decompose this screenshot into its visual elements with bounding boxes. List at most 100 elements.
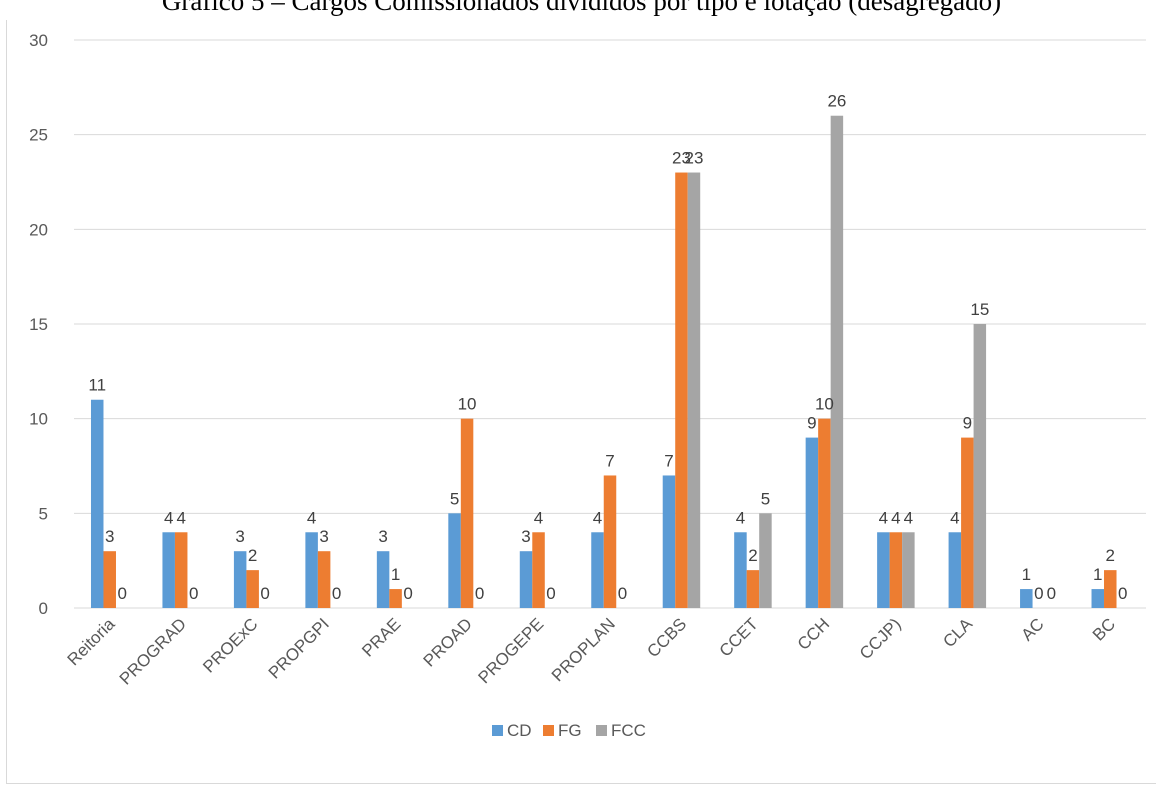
x-tick-label: PROGEPE [474, 614, 547, 687]
data-label-fg-6: 4 [534, 508, 543, 527]
data-label-cd-0: 11 [88, 376, 106, 395]
data-label-cd-12: 4 [950, 508, 959, 527]
data-label-fg-10: 10 [815, 395, 834, 414]
bar-fg-1 [174, 532, 188, 608]
data-label-fg-8: 23 [672, 149, 691, 168]
bar-cd-10 [805, 437, 819, 608]
legend-swatch-fcc [596, 725, 607, 736]
data-label-cd-3: 4 [307, 508, 316, 527]
data-label-fcc-10: 26 [827, 92, 846, 111]
bar-cd-14 [1091, 589, 1105, 608]
bar-cd-4 [376, 551, 390, 608]
data-label-fcc-1: 0 [189, 584, 198, 603]
x-tick-label: CCH [794, 614, 833, 653]
data-label-cd-6: 3 [521, 527, 530, 546]
data-label-fg-0: 3 [105, 527, 114, 546]
data-label-fg-11: 4 [891, 508, 900, 527]
data-label-fcc-6: 0 [546, 584, 555, 603]
bar-cd-6 [519, 551, 533, 608]
data-label-fg-3: 3 [319, 527, 328, 546]
bar-cd-2 [233, 551, 247, 608]
data-label-fg-4: 1 [391, 565, 400, 584]
bar-cd-13 [1020, 589, 1033, 608]
data-label-fg-5: 10 [458, 395, 477, 414]
bar-cd-1 [162, 532, 175, 608]
legend-label-fcc: FCC [611, 721, 646, 740]
data-label-fg-13: 0 [1034, 584, 1043, 603]
bar-fg-3 [317, 551, 331, 608]
bar-cd-8 [662, 475, 676, 608]
bar-cd-0 [90, 399, 104, 608]
x-tick-label: CCJP) [856, 614, 905, 663]
bar-cd-12 [948, 532, 962, 608]
data-label-fg-1: 4 [176, 508, 185, 527]
x-tick-label: CLA [939, 614, 976, 651]
y-tick-label: 0 [39, 599, 48, 618]
data-label-cd-10: 9 [807, 414, 816, 433]
data-label-cd-9: 4 [736, 508, 745, 527]
x-tick-label: AC [1017, 614, 1047, 644]
bar-fcc-10 [830, 115, 844, 608]
y-tick-label: 10 [29, 410, 48, 429]
bar-fg-11 [889, 532, 903, 608]
bar-cd-9 [734, 532, 747, 608]
data-label-fg-7: 7 [605, 451, 614, 470]
bar-cd-7 [591, 532, 604, 608]
data-label-fcc-14: 0 [1118, 584, 1127, 603]
data-label-cd-11: 4 [879, 508, 888, 527]
x-tick-label: PROAD [420, 614, 476, 670]
data-label-cd-5: 5 [450, 489, 459, 508]
data-label-fg-14: 2 [1106, 546, 1115, 565]
bar-cd-5 [448, 513, 461, 608]
x-tick-label: CCET [716, 614, 762, 660]
legend: CD FG FCC [492, 721, 646, 740]
bar-cd-11 [877, 532, 890, 608]
x-tick-label: PROPGPI [265, 614, 333, 682]
data-label-fcc-3: 0 [332, 584, 341, 603]
data-label-fcc-5: 0 [475, 584, 484, 603]
bar-fg-10 [818, 418, 831, 608]
x-tick-label: CCBS [643, 614, 690, 661]
data-label-fcc-9: 5 [761, 489, 770, 508]
bar-fcc-9 [759, 513, 772, 608]
data-label-fcc-7: 0 [618, 584, 627, 603]
data-label-fcc-0: 0 [117, 584, 126, 603]
y-tick-label: 15 [29, 315, 48, 334]
bar-fg-9 [746, 570, 760, 608]
y-tick-label: 5 [39, 504, 48, 523]
y-tick-label: 25 [29, 126, 48, 145]
x-tick-label: BC [1089, 614, 1119, 644]
data-label-fcc-2: 0 [260, 584, 269, 603]
x-tick-label: Reitoria [64, 614, 119, 669]
data-label-fg-12: 9 [963, 414, 972, 433]
data-label-cd-7: 4 [593, 508, 602, 527]
y-tick-label: 20 [29, 220, 48, 239]
y-tick-label: 30 [29, 31, 48, 50]
legend-label-fg: FG [558, 721, 582, 740]
data-label-fcc-13: 0 [1047, 584, 1056, 603]
x-tick-label: PROPLAN [548, 614, 619, 685]
x-tick-label: PROGRAD [116, 614, 190, 688]
data-label-fg-2: 2 [248, 546, 257, 565]
bar-fg-2 [246, 570, 259, 608]
bar-fg-4 [389, 589, 402, 608]
legend-swatch-cd [492, 725, 503, 736]
bar-cd-3 [305, 532, 318, 608]
data-label-cd-2: 3 [235, 527, 244, 546]
legend-swatch-fg [543, 725, 554, 736]
chart-title: Gráfico 5 – Cargos Comissionados dividid… [161, 0, 1002, 16]
bar-fg-7 [603, 475, 617, 608]
bars [90, 115, 1117, 609]
data-label-fcc-4: 0 [403, 584, 412, 603]
chart-frame [6, 20, 1156, 784]
bar-fg-0 [103, 551, 116, 608]
bar-fg-6 [532, 532, 545, 608]
x-tick-label: PROExC [199, 614, 261, 676]
data-label-fcc-8: 23 [685, 149, 704, 168]
bar-fcc-8 [687, 172, 701, 609]
x-tick-label: PRAE [358, 614, 404, 660]
bar-fcc-12 [973, 324, 987, 608]
